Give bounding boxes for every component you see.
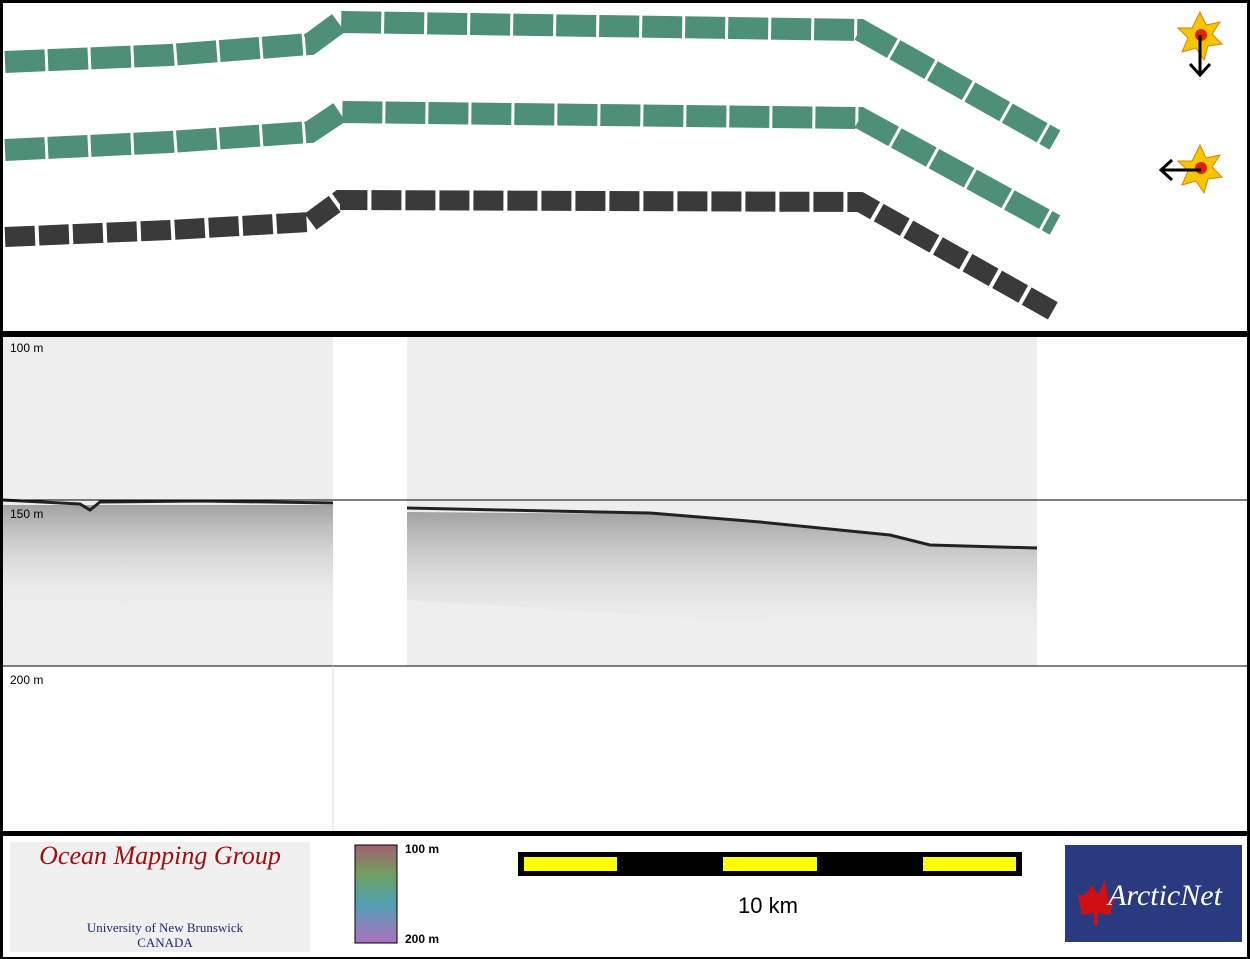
- scale-segment: [923, 857, 1016, 871]
- swath-track: [4, 100, 1061, 235]
- logo-title: ArcticNet: [1106, 879, 1223, 912]
- scale-segment: [723, 857, 817, 871]
- seabed: [2, 498, 334, 512]
- scale-segment: [524, 857, 617, 871]
- logo-title: Ocean Mapping Group: [39, 841, 281, 870]
- maple-leaf: [1078, 880, 1115, 925]
- depth-label: 150 m: [10, 507, 43, 521]
- depth-label: 200 m: [10, 673, 43, 687]
- seabed: [406, 506, 1038, 550]
- sun-icon: [1176, 10, 1224, 78]
- sediment: [407, 512, 1037, 640]
- omg-logo: [10, 842, 310, 952]
- color-bar-label: 100 m: [405, 842, 439, 856]
- color-bar-label: 200 m: [405, 932, 439, 946]
- logo-text: CANADA: [137, 935, 193, 950]
- sun-icon: [1158, 143, 1224, 195]
- depth-label: 100 m: [10, 341, 43, 355]
- scale-label: 10 km: [738, 893, 798, 918]
- color-bar: [354, 844, 398, 944]
- swath-track: [4, 10, 1061, 150]
- swath-track: [4, 189, 1060, 321]
- logo-text: University of New Brunswick: [87, 920, 244, 935]
- sediment: [3, 505, 333, 615]
